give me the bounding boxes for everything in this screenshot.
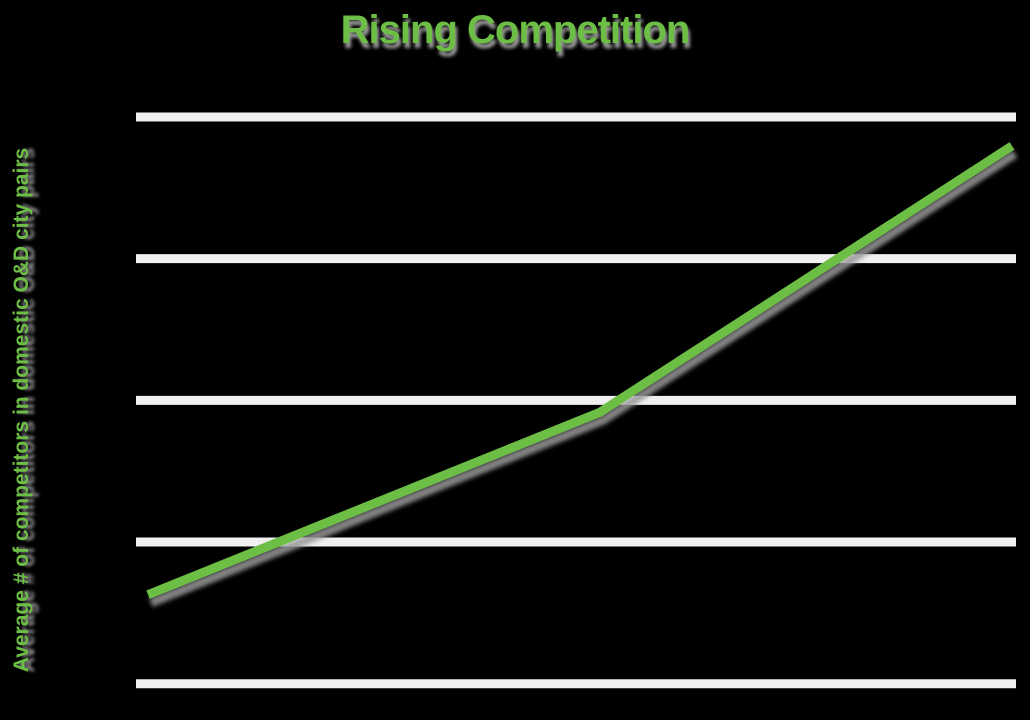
series-line bbox=[146, 142, 1015, 599]
chart-title: Rising Competition bbox=[340, 8, 691, 52]
gridlines bbox=[136, 112, 1016, 689]
y-axis-label: Average # of competitors in domestic O&D… bbox=[10, 147, 33, 673]
data-line bbox=[146, 142, 1015, 599]
